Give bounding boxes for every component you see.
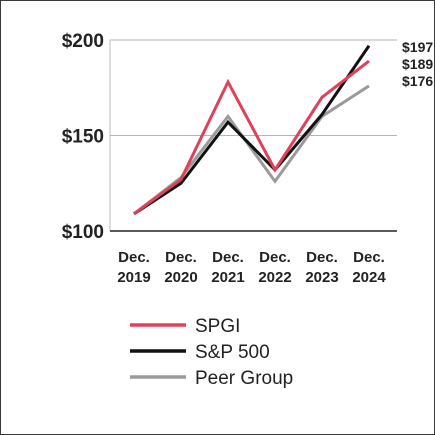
x-tick-label: Dec. 2024 (352, 249, 386, 286)
end-label: $197 (402, 39, 433, 55)
legend-label: S&P 500 (195, 342, 270, 363)
series-line-spgi (133, 59, 370, 216)
x-tick-label: Dec. 2022 (258, 249, 291, 286)
end-labels: $197$189$176 (402, 39, 433, 89)
x-tick-label: Dec. 2020 (164, 249, 197, 286)
legend-label: Peer Group (195, 368, 293, 389)
end-label: $176 (402, 73, 433, 89)
legend: SPGI S&P 500 Peer Group (130, 316, 293, 389)
series-lines (133, 44, 371, 216)
end-label: $189 (402, 56, 433, 72)
y-tick-label: $200 (62, 31, 104, 52)
y-tick-label: $150 (62, 127, 104, 148)
axes: $100 $150 $200 Dec. 2019 Dec. 2020 Dec. 2021 Dec.… (62, 31, 397, 286)
series-line-s-p-500 (133, 44, 371, 216)
x-tick-label: Dec. 2021 (211, 249, 244, 286)
x-tick-label: Dec. 2023 (305, 249, 338, 286)
grid-lines (110, 39, 397, 136)
legend-label: SPGI (195, 316, 240, 337)
series-line-peer-group (133, 84, 370, 215)
y-tick-label: $100 (62, 222, 104, 243)
x-tick-label: Dec. 2019 (117, 249, 150, 286)
